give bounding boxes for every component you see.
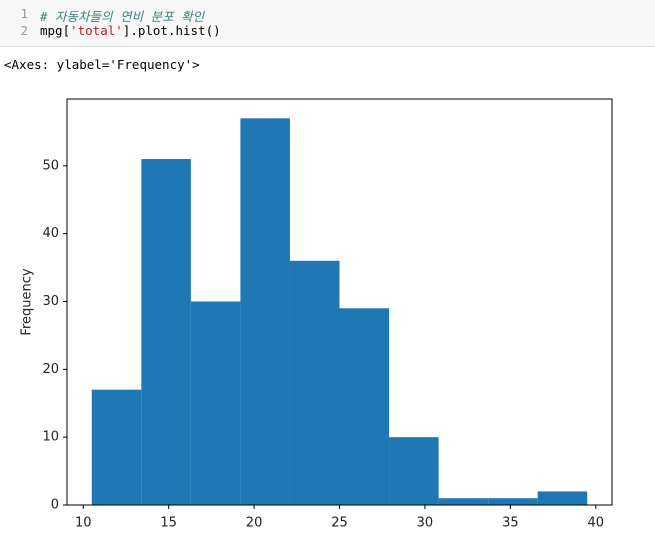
bar: [141, 159, 191, 505]
bar: [240, 118, 290, 505]
code-comment: # 자동차들의 연비 분포 확인: [40, 9, 205, 24]
y-tick-label: 20: [42, 362, 59, 377]
bar: [389, 437, 439, 505]
y-tick-label: 40: [42, 226, 59, 241]
y-tick-label: 30: [42, 294, 59, 309]
x-tick-label: 30: [417, 516, 434, 531]
bar: [91, 389, 142, 505]
bar: [537, 491, 588, 505]
y-tick-label: 10: [42, 430, 59, 445]
x-tick-label: 40: [587, 516, 604, 531]
code-token: ].plot.hist(): [122, 23, 221, 38]
code-cell[interactable]: 1 2 # 자동차들의 연비 분포 확인 mpg['total'].plot.h…: [0, 0, 655, 47]
x-tick-label: 20: [246, 516, 263, 531]
x-tick-label: 10: [75, 516, 92, 531]
line-number: 1: [20, 6, 28, 21]
x-tick-label: 25: [331, 516, 348, 531]
y-tick-label: 50: [42, 158, 59, 173]
code-line: # 자동차들의 연비 분포 확인: [40, 6, 204, 25]
bar: [438, 498, 489, 505]
y-axis-label: Frequency: [20, 268, 35, 335]
code-string: 'total': [70, 23, 123, 38]
bar: [339, 308, 390, 505]
x-tick-label: 35: [502, 516, 519, 531]
line-number: 2: [20, 23, 28, 38]
output-text: <Axes: ylabel='Frequency'>: [4, 57, 200, 72]
bar: [488, 498, 538, 505]
x-tick-label: 15: [160, 516, 177, 531]
bar: [190, 301, 241, 505]
bar: [289, 260, 340, 505]
y-tick-label: 0: [51, 498, 59, 513]
code-token: mpg[: [40, 23, 71, 38]
code-line: mpg['total'].plot.hist(): [40, 23, 221, 38]
